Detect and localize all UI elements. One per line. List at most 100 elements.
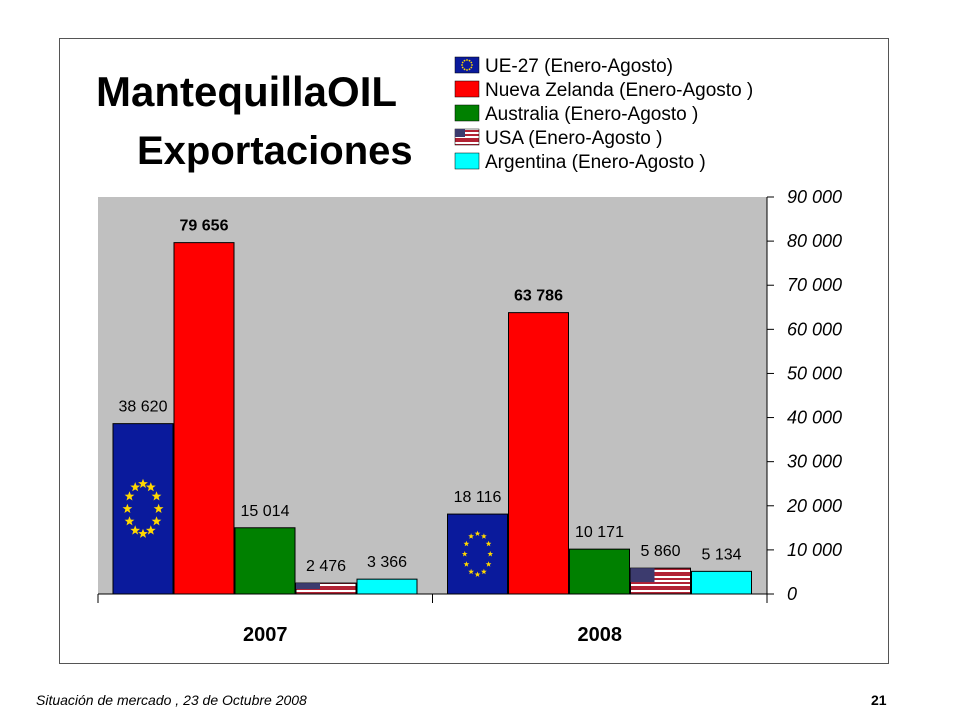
eu-star: [138, 478, 148, 488]
eu-star: [463, 68, 466, 71]
eu-star: [481, 568, 487, 575]
eu-star: [145, 482, 156, 492]
bar: [569, 548, 630, 595]
eu-star: [463, 59, 466, 62]
legend-item: USA (Enero-Agosto ): [454, 128, 662, 149]
data-label: 10 171: [575, 524, 624, 541]
legend-swatch: [454, 56, 480, 74]
eu-star: [153, 503, 164, 513]
data-label: 38 620: [119, 399, 168, 416]
y-tick-label: 20 000: [786, 496, 842, 516]
bar-group: [234, 527, 296, 595]
legend-swatch: [454, 152, 480, 170]
bar: [447, 513, 508, 595]
eu-star: [463, 540, 470, 547]
us-flag-canton: [630, 568, 655, 583]
eu-star: [138, 528, 148, 538]
bar: [234, 527, 296, 595]
footer-caption: Situación de mercado , 23 de Octubre 200…: [36, 692, 307, 708]
y-tick-label: 30 000: [787, 452, 842, 472]
eu-star: [461, 61, 464, 64]
bar-group: [569, 548, 630, 595]
data-label: 15 014: [241, 503, 290, 520]
data-label: 5 134: [701, 546, 741, 563]
legend-item: Nueva Zelanda (Enero-Agosto ): [454, 80, 753, 101]
eu-star: [130, 482, 141, 492]
legend-item: UE-27 (Enero-Agosto): [454, 56, 673, 77]
eu-star: [474, 571, 481, 577]
legend-label: Australia (Enero-Agosto ): [485, 104, 698, 125]
bar-group: [691, 570, 752, 595]
bar: [173, 242, 235, 595]
page-title: MantequillaOIL: [96, 68, 398, 115]
bar-group: [508, 312, 569, 595]
eu-star: [461, 551, 468, 557]
data-label: 63 786: [514, 288, 563, 305]
legend-label: Argentina (Enero-Agosto ): [485, 152, 706, 173]
eu-star: [461, 64, 463, 66]
bar: [356, 578, 418, 595]
slide-frame: [59, 38, 889, 664]
eu-star: [466, 69, 468, 71]
x-category-label: 2008: [578, 624, 623, 646]
legend-swatch: [454, 80, 480, 98]
y-tick-label: 0: [787, 584, 797, 604]
data-label: 3 366: [367, 554, 407, 571]
x-category-label: 2007: [243, 624, 288, 646]
bar-group: [173, 242, 235, 595]
bar-group: [447, 513, 508, 595]
bar-group: [356, 578, 418, 595]
eu-star: [468, 59, 471, 62]
data-label: 5 860: [640, 543, 680, 560]
plot-area: 0 10 000 20 000 30 000 40 000 50 000 60 000 70 …: [97, 187, 842, 646]
legend-item: Argentina (Enero-Agosto ): [454, 152, 706, 173]
y-tick-label: 40 000: [787, 408, 842, 428]
eu-star: [130, 525, 141, 535]
eu-star: [124, 491, 135, 501]
eu-star: [466, 59, 468, 61]
y-tick-label: 60 000: [787, 319, 842, 339]
eu-star: [468, 68, 471, 71]
legend-label: Nueva Zelanda (Enero-Agosto ): [485, 80, 753, 101]
us-flag-canton: [296, 583, 320, 589]
legend-label: UE-27 (Enero-Agosto): [485, 56, 673, 77]
y-tick-label: 90 000: [787, 187, 842, 207]
eu-star: [468, 568, 474, 575]
data-label: 2 476: [306, 558, 346, 575]
eu-star: [485, 540, 492, 547]
eu-star: [471, 64, 473, 66]
eu-star: [463, 561, 470, 567]
eu-star: [474, 530, 481, 536]
eu-star: [122, 503, 133, 513]
eu-star: [151, 491, 162, 501]
bar: [691, 570, 752, 595]
data-label: 18 116: [454, 489, 502, 506]
y-tick-label: 50 000: [787, 363, 842, 383]
eu-star: [145, 525, 156, 535]
eu-star: [470, 66, 473, 69]
page-number: 21: [871, 692, 887, 708]
page-subtitle: Exportaciones: [137, 129, 413, 173]
data-label: 79 656: [180, 218, 229, 235]
y-tick-label: 80 000: [787, 231, 842, 251]
eu-star: [151, 516, 162, 526]
y-tick-label: 70 000: [787, 275, 842, 295]
y-tick-label: 10 000: [787, 540, 842, 560]
bar-group: [630, 567, 691, 595]
bar-group: [112, 423, 174, 595]
legend-item: Australia (Enero-Agosto ): [454, 104, 698, 125]
eu-star: [481, 533, 487, 539]
legend-label: USA (Enero-Agosto ): [485, 128, 662, 149]
us-flag-canton: [455, 129, 465, 137]
eu-star: [485, 561, 492, 567]
eu-star: [124, 516, 135, 526]
bar: [112, 423, 174, 595]
bar-group: [295, 582, 357, 595]
eu-star: [468, 533, 474, 539]
eu-star: [487, 551, 494, 557]
bar: [508, 312, 569, 595]
legend-swatch: [454, 104, 480, 122]
eu-star: [470, 61, 473, 64]
eu-star: [461, 66, 464, 69]
